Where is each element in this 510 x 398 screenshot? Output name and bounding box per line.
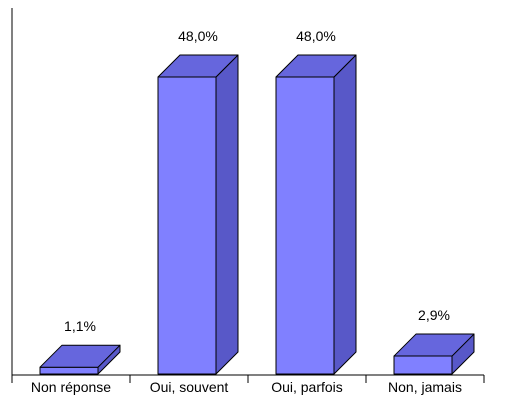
bar-top-face: [275, 54, 357, 78]
bar-side-face: [333, 54, 357, 375]
chart-axes: [11, 8, 485, 383]
category-label: Oui, parfois: [271, 379, 343, 395]
bar-top-face: [157, 54, 239, 78]
bar-top-face: [393, 333, 475, 357]
bar: [393, 333, 475, 375]
category-label: Non réponse: [31, 379, 111, 395]
bar-front-face: [393, 355, 453, 375]
bar-front-face: [275, 76, 335, 375]
bar: [157, 54, 239, 375]
value-label: 1,1%: [64, 318, 96, 334]
bar: [39, 344, 121, 375]
bar-front-face: [39, 366, 99, 375]
bar-top-face: [39, 344, 121, 368]
bar: [275, 54, 357, 375]
value-label: 2,9%: [418, 307, 450, 323]
value-label: 48,0%: [178, 28, 218, 44]
category-label: Oui, souvent: [150, 379, 229, 395]
category-labels-group: Non réponse Oui, souvent Oui, parfois Non, …: [31, 379, 462, 395]
category-label: Non, jamais: [388, 379, 462, 395]
value-label: 48,0%: [296, 28, 336, 44]
bars-group: [39, 54, 475, 375]
bar-front-face: [157, 76, 217, 375]
bar-side-face: [215, 54, 239, 375]
value-labels-group: 1,1% 48,0% 48,0% 2,9%: [64, 28, 450, 334]
